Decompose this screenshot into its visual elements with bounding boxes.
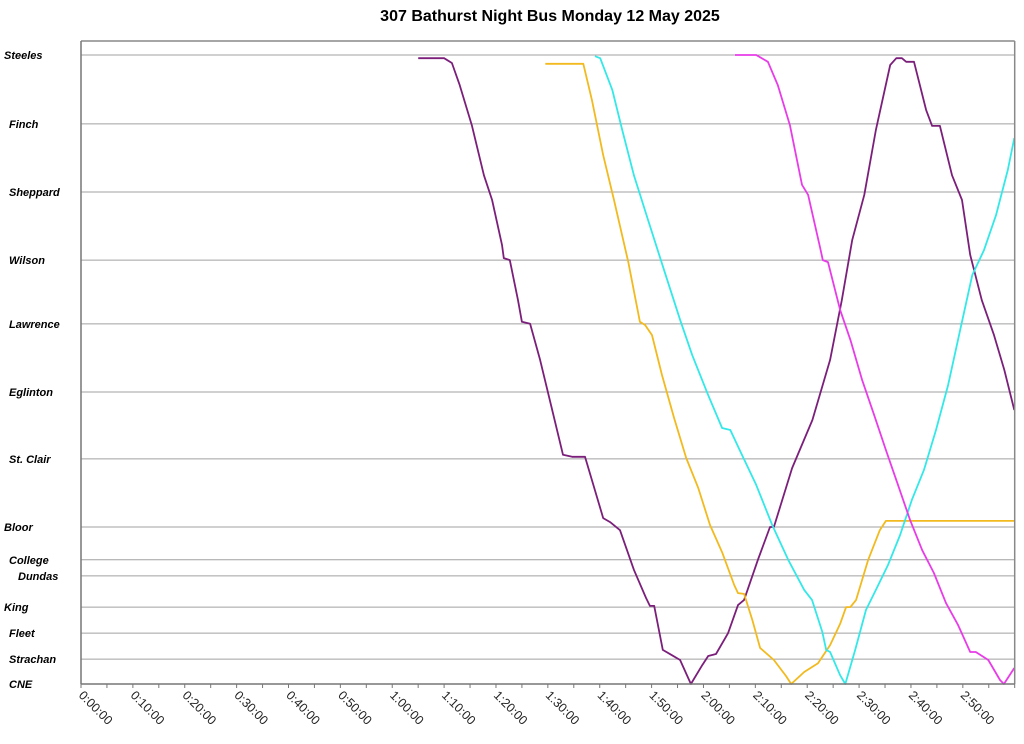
x-tick-label: 0:30:00 <box>231 688 270 727</box>
station-label: Dundas <box>18 571 58 583</box>
x-tick-label: 0:00:00 <box>76 688 115 727</box>
station-label: College <box>9 555 49 567</box>
x-tick-label: 2:00:00 <box>698 688 737 727</box>
station-label: St. Clair <box>9 454 51 466</box>
series-line-2 <box>545 62 1015 685</box>
station-labels: Steeles Finch Sheppard Wilson Lawrence Eglint… <box>4 50 60 691</box>
x-tick-label: 1:40:00 <box>595 688 634 727</box>
station-label: Eglinton <box>9 387 53 399</box>
station-label: CNE <box>9 679 33 691</box>
station-label: Lawrence <box>9 319 60 331</box>
series-line-3 <box>594 55 1016 685</box>
series-line-4 <box>735 54 1016 685</box>
x-tick-label: 2:40:00 <box>906 688 945 727</box>
x-tick-label: 2:30:00 <box>854 688 893 727</box>
station-label: Bloor <box>4 522 33 534</box>
x-tick-label: 1:30:00 <box>543 688 582 727</box>
x-tick-label: 1:10:00 <box>439 688 478 727</box>
x-tick-label: 2:20:00 <box>802 688 841 727</box>
station-label: Finch <box>9 119 39 131</box>
station-label: Steeles <box>4 50 43 62</box>
x-tick-label: 1:50:00 <box>646 688 685 727</box>
station-label: Sheppard <box>9 187 60 199</box>
station-label: Wilson <box>9 255 45 267</box>
x-tick-label: 0:50:00 <box>335 688 374 727</box>
station-label: Strachan <box>9 654 56 666</box>
axes <box>80 40 1016 688</box>
station-label: Fleet <box>9 628 36 640</box>
x-tick-label: 2:50:00 <box>958 688 997 727</box>
x-tick-label: 2:10:00 <box>750 688 789 727</box>
x-tick-label: 0:40:00 <box>283 688 322 727</box>
x-tick-labels: 0:00:00 0:10:00 0:20:00 0:30:00 0:40:00 0:50:… <box>76 688 997 727</box>
x-tick-label: 0:20:00 <box>180 688 219 727</box>
chart-title: 307 Bathurst Night Bus Monday 12 May 202… <box>380 8 720 25</box>
series-line-1 <box>418 57 1016 685</box>
station-label: King <box>4 602 29 614</box>
x-tick-label: 1:00:00 <box>387 688 426 727</box>
gridlines <box>81 54 1015 660</box>
x-tick-label: 0:10:00 <box>128 688 167 727</box>
x-tick-label: 1:20:00 <box>491 688 530 727</box>
series-lines <box>418 54 1016 685</box>
